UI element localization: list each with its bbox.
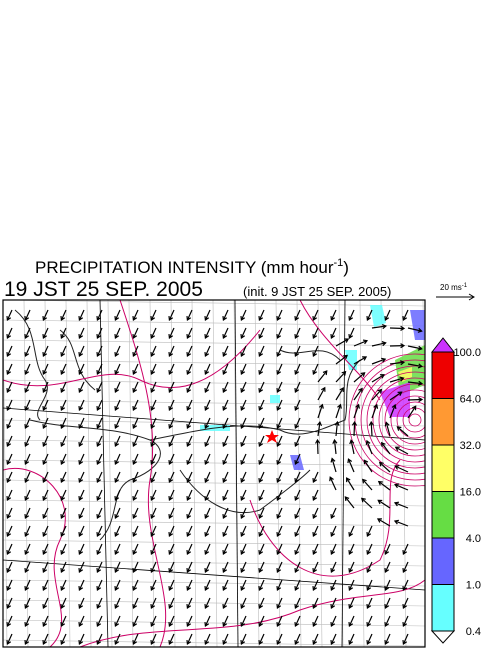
wind-scale-arrow	[436, 294, 474, 300]
colorbar-cap-top	[432, 338, 454, 352]
colorbar: 100.0 64.0 32.0 16.0 4.0 1.0 0.4	[432, 338, 481, 643]
title-main: PRECIPITATION INTENSITY (mm hour	[35, 258, 334, 277]
colorbar-cap-bottom	[432, 631, 454, 643]
wind-scale-text: 20 ms	[440, 283, 462, 292]
colorbar-label: 64.0	[460, 394, 481, 406]
colorbar-label: 100.0	[453, 347, 481, 359]
colorbar-segment	[432, 445, 454, 492]
map	[3, 300, 481, 647]
colorbar-segment	[432, 585, 454, 632]
wind-scale-superscript: -1	[462, 283, 468, 289]
wind-scale-label: 20 ms-1	[440, 283, 468, 292]
wind-shaft	[408, 399, 422, 400]
valid-time: 19 JST 25 SEP. 2005	[4, 278, 203, 301]
title-end: )	[343, 258, 349, 277]
colorbar-segment	[432, 538, 454, 585]
title: PRECIPITATION INTENSITY (mm hour-1)	[35, 257, 349, 277]
title-superscript: -1	[333, 257, 343, 269]
wind-shaft	[354, 422, 355, 436]
colorbar-segment	[432, 399, 454, 446]
colorbar-label: 0.4	[466, 626, 481, 638]
precip-area	[270, 395, 280, 403]
wind-shaft	[371, 422, 372, 436]
colorbar-label: 1.0	[466, 580, 481, 592]
colorbar-label: 16.0	[460, 487, 481, 499]
init-time: (init. 9 JST 25 SEP. 2005)	[243, 284, 391, 299]
wind-shaft	[317, 440, 318, 454]
colorbar-segment	[432, 492, 454, 539]
colorbar-segment	[432, 352, 454, 399]
colorbar-label: 4.0	[466, 533, 481, 545]
colorbar-label: 32.0	[460, 440, 481, 452]
